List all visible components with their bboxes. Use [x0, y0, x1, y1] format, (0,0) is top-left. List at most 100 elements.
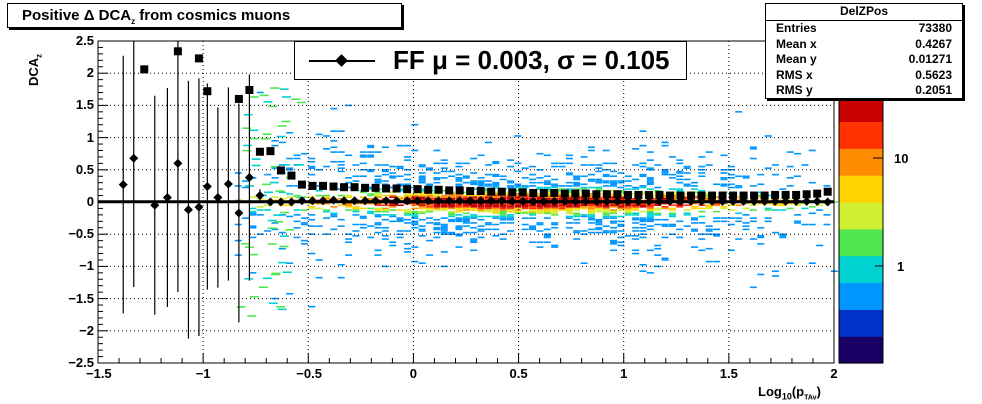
heat-cell — [742, 202, 750, 205]
y-tick-label: 0 — [86, 194, 94, 209]
mean-diamond-marker — [162, 192, 172, 202]
heat-cell — [565, 188, 573, 190]
heat-cell — [374, 214, 382, 216]
heat-cell — [249, 96, 259, 98]
heat-cell — [243, 114, 253, 116]
heat-cell — [639, 270, 647, 273]
heat-cell — [617, 236, 625, 239]
rms-square-marker — [687, 191, 696, 200]
heat-cell — [293, 185, 301, 187]
heat-cell — [602, 212, 610, 215]
heat-cell — [389, 209, 397, 211]
title-subscript: z — [131, 17, 136, 26]
heat-cell — [713, 202, 721, 205]
heat-cell — [389, 165, 397, 168]
heat-cell — [595, 228, 603, 231]
heat-cell — [529, 228, 537, 231]
heat-cell — [720, 220, 728, 223]
heat-cell — [374, 223, 382, 226]
heat-cell — [624, 210, 632, 213]
heat-cell — [646, 212, 654, 215]
heat-cell — [418, 212, 426, 215]
heat-cell — [646, 206, 654, 208]
heat-cell — [440, 197, 448, 200]
heat-cell — [330, 140, 338, 142]
heat-cell — [602, 207, 610, 210]
heat-cell — [426, 194, 434, 197]
heat-cell — [440, 233, 448, 235]
heat-cell — [691, 202, 698, 205]
heat-cell — [440, 209, 448, 211]
rms-square-marker — [634, 190, 643, 199]
mean-diamond-marker — [423, 196, 433, 206]
heat-cell — [448, 194, 456, 197]
heat-cell — [492, 217, 500, 219]
heat-cell — [691, 188, 698, 190]
heat-cell — [764, 217, 772, 219]
heat-cell — [536, 197, 544, 200]
heat-cell — [764, 207, 772, 210]
heat-cell — [565, 210, 573, 213]
heat-cell — [521, 167, 529, 169]
heat-cell — [558, 185, 566, 187]
y-tick-label: −2 — [79, 322, 94, 338]
heat-cell — [381, 265, 389, 268]
mean-diamond-marker — [371, 196, 381, 206]
heat-cell — [396, 196, 404, 198]
heat-cell — [801, 207, 809, 210]
heat-cell — [720, 168, 728, 171]
heat-cell — [337, 225, 345, 227]
heat-cell — [281, 164, 291, 166]
heat-cell — [492, 181, 500, 184]
heat-cell — [271, 167, 279, 169]
rms-square-marker — [813, 189, 822, 198]
rms-square-marker — [287, 171, 296, 180]
heat-cell — [279, 245, 289, 248]
heat-cell — [470, 241, 478, 244]
heat-cell — [713, 210, 721, 213]
heat-cell — [646, 272, 654, 274]
rms-square-marker — [434, 185, 443, 194]
heat-cell — [610, 239, 618, 242]
stats-row: Entries 73380 — [766, 21, 962, 37]
heat-cell — [698, 156, 706, 158]
heat-cell — [403, 218, 411, 221]
heat-cell — [698, 207, 706, 210]
heat-cell — [676, 159, 684, 161]
x-tick-label: −1.5 — [86, 366, 112, 381]
mean-diamond-marker — [465, 196, 475, 206]
heat-cell — [654, 265, 662, 268]
heat-cell — [345, 194, 353, 197]
heat-cell — [256, 209, 264, 211]
heat-cell — [300, 243, 308, 245]
heat-cell — [705, 228, 713, 231]
heat-cell — [477, 181, 485, 184]
heat-cell — [470, 209, 478, 211]
heat-cell — [455, 225, 463, 227]
heat-cell — [381, 183, 389, 186]
mean-diamond-marker — [392, 196, 402, 206]
mean-diamond-marker — [173, 158, 183, 168]
colz-segment — [839, 313, 883, 319]
heat-cell — [646, 220, 654, 223]
heat-cell — [267, 227, 277, 230]
heat-cell — [661, 170, 669, 173]
colz-segment — [839, 134, 883, 140]
heat-cell — [801, 223, 809, 226]
heat-cell — [565, 162, 573, 165]
heat-cell — [470, 194, 478, 197]
heat-cell — [389, 177, 397, 179]
mean-diamond-marker — [402, 196, 412, 206]
heat-cell — [323, 165, 330, 168]
heat-cell — [330, 151, 338, 153]
mean-diamond-marker — [486, 196, 496, 206]
heat-cell — [293, 220, 301, 223]
heat-cell — [749, 148, 757, 150]
heat-cell — [315, 194, 323, 197]
heat-cell — [543, 206, 551, 208]
heat-cell — [477, 177, 485, 179]
heat-cell — [477, 225, 485, 227]
heat-cell — [359, 223, 367, 226]
mean-diamond-marker — [665, 196, 675, 206]
stats-label: RMS y — [776, 83, 813, 98]
